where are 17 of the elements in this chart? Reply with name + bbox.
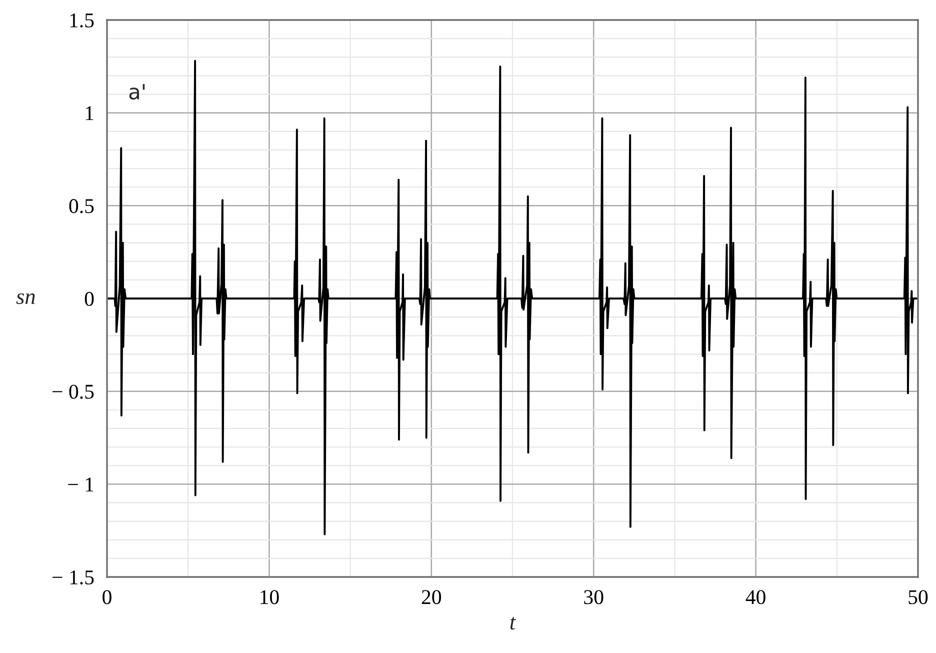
line-series <box>107 60 918 536</box>
annotation: a' <box>129 84 145 100</box>
x-tick-label: 50 <box>908 590 928 604</box>
x-tick-label: 40 <box>746 590 766 604</box>
y-tick-label: − 1.5 <box>52 570 94 585</box>
x-tick-label: 20 <box>422 590 442 604</box>
x-axis-title: t <box>510 616 516 630</box>
y-tick-label: 0 <box>84 292 94 306</box>
y-tick-label: − 0.5 <box>52 384 94 399</box>
y-tick-label: 1.5 <box>70 13 94 28</box>
y-axis-title: sn <box>16 293 35 304</box>
y-tick-label: 0.5 <box>69 199 94 214</box>
x-tick-label: 10 <box>260 590 279 604</box>
y-tick-label: 1 <box>86 106 94 120</box>
y-tick-label: − 1 <box>68 478 94 492</box>
x-tick-label: 30 <box>584 590 604 604</box>
x-tick-label: 0 <box>102 590 112 604</box>
